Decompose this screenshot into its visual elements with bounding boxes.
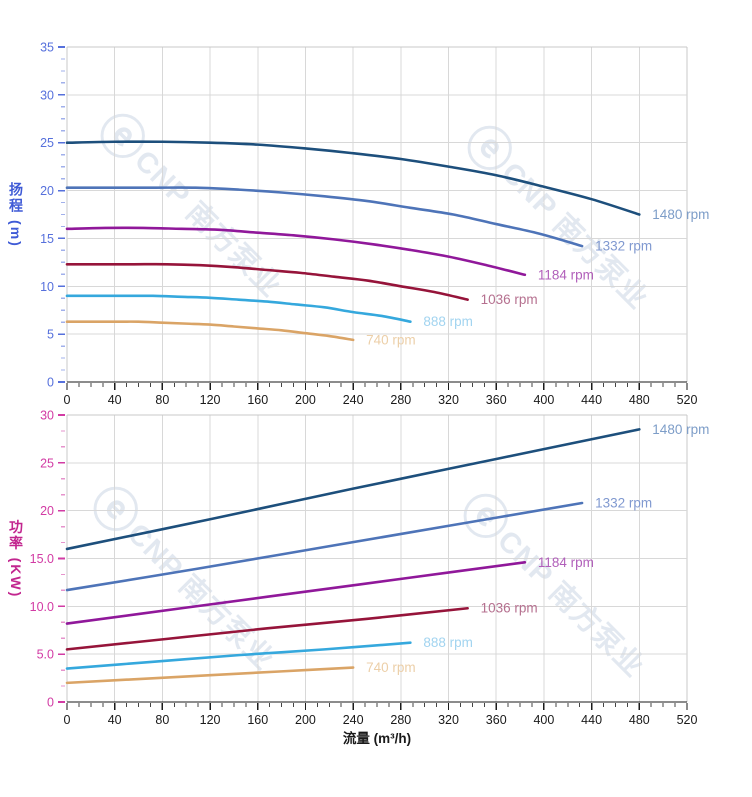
x-tick-label: 480	[629, 713, 650, 727]
x-tick-label: 120	[200, 393, 221, 407]
curve-label-888rpm: 888 rpm	[423, 314, 473, 329]
y-tick-label: 25	[40, 456, 54, 470]
y-tick-label: 0	[47, 376, 54, 390]
curve-1332rpm	[65, 501, 584, 592]
x-tick-label: 240	[343, 713, 364, 727]
curve-label-888rpm: 888 rpm	[423, 635, 473, 650]
curve-1184rpm	[65, 226, 527, 277]
curve-1036rpm	[65, 262, 469, 301]
x-tick-label: 520	[677, 393, 698, 407]
curve-label-1480rpm: 1480 rpm	[652, 207, 709, 222]
x-tick-label: 280	[390, 393, 411, 407]
curve-label-1036rpm: 1036 rpm	[481, 292, 538, 307]
flow-axis-title: 流量 (m³/h)	[342, 731, 412, 746]
curve-label-740rpm: 740 rpm	[366, 332, 416, 347]
y-tick-label: 10	[40, 280, 54, 294]
curve-label-1036rpm: 1036 rpm	[481, 601, 538, 616]
curve-888rpm	[65, 294, 412, 323]
x-tick-label: 200	[295, 713, 316, 727]
x-tick-label: 0	[64, 393, 71, 407]
x-tick-label: 320	[438, 713, 459, 727]
x-tick-label: 400	[533, 713, 554, 727]
x-tick-label: 280	[390, 713, 411, 727]
x-tick-label: 360	[486, 713, 507, 727]
curve-888rpm	[65, 641, 412, 670]
y-tick-label: 30	[40, 88, 54, 102]
curve-1332rpm	[65, 186, 584, 248]
curve-label-740rpm: 740 rpm	[366, 660, 416, 675]
curve-label-1332rpm: 1332 rpm	[595, 496, 652, 511]
x-tick-label: 240	[343, 393, 364, 407]
curve-1480rpm	[65, 140, 641, 216]
y-tick-label: 15.0	[30, 552, 54, 566]
power-y-axis-title: 功率 (KW)	[8, 519, 24, 599]
x-tick-label: 80	[155, 393, 169, 407]
curve-label-1332rpm: 1332 rpm	[595, 239, 652, 254]
x-tick-label: 400	[533, 393, 554, 407]
curve-1480rpm	[65, 428, 641, 551]
head-chart: 0 5 10 15 20 25 30 35 0 40 80 120 160 200 240 280 320 360…	[40, 41, 709, 408]
x-tick-label: 440	[581, 393, 602, 407]
x-tick-label: 160	[247, 393, 268, 407]
y-tick-label: 20	[40, 504, 54, 518]
curve-label-1480rpm: 1480 rpm	[652, 422, 709, 437]
x-tick-label: 440	[581, 713, 602, 727]
y-tick-label: 5	[47, 328, 54, 342]
curve-740rpm	[65, 666, 355, 685]
power-chart: 0 5.0 10.0 15.0 20 25 30 0 40 80 120 160 200 240 280 32…	[30, 409, 710, 728]
curve-label-1184rpm: 1184 rpm	[538, 267, 594, 282]
x-tick-label: 200	[295, 393, 316, 407]
y-tick-label: 15	[40, 232, 54, 246]
x-tick-label: 360	[486, 393, 507, 407]
y-tick-label: 20	[40, 184, 54, 198]
x-tick-label: 40	[108, 393, 122, 407]
x-tick-label: 0	[64, 713, 71, 727]
curve-740rpm	[65, 320, 355, 342]
y-tick-label: 30	[40, 409, 54, 423]
y-tick-label: 25	[40, 136, 54, 150]
x-tick-label: 480	[629, 393, 650, 407]
x-tick-label: 160	[247, 713, 268, 727]
x-tick-label: 40	[108, 713, 122, 727]
x-tick-label: 520	[677, 713, 698, 727]
head-y-axis-title: 扬程 (m)	[8, 182, 24, 248]
x-tick-label: 320	[438, 393, 459, 407]
x-tick-label: 120	[200, 713, 221, 727]
curve-1036rpm	[65, 606, 469, 651]
y-tick-label: 5.0	[37, 648, 54, 662]
curve-label-1184rpm: 1184 rpm	[538, 555, 594, 570]
y-tick-label: 10.0	[30, 600, 54, 614]
y-tick-label: 35	[40, 41, 54, 55]
curve-1184rpm	[65, 561, 527, 625]
y-tick-label: 0	[47, 696, 54, 710]
x-tick-label: 80	[155, 713, 169, 727]
